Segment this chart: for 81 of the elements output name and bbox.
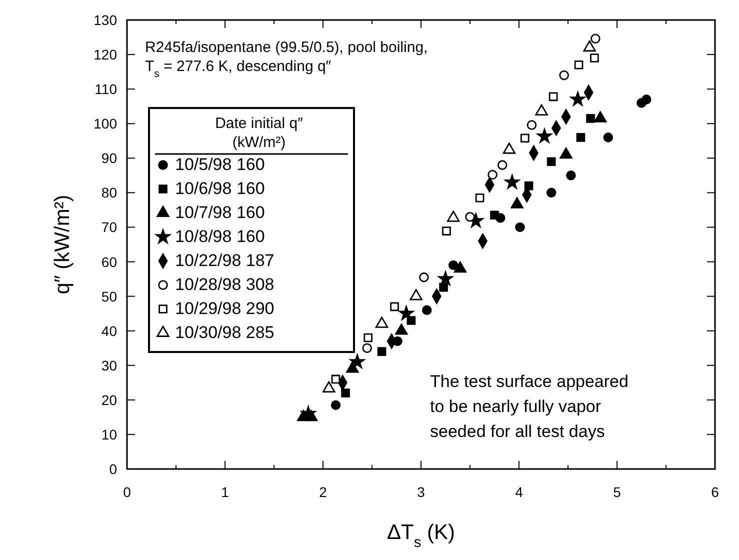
point bbox=[439, 282, 448, 292]
point bbox=[422, 305, 432, 315]
point bbox=[350, 354, 365, 368]
point bbox=[475, 193, 484, 202]
point bbox=[454, 261, 467, 273]
legend-label: 10/6/98 160 bbox=[175, 179, 265, 198]
point bbox=[548, 92, 558, 102]
point bbox=[375, 316, 388, 328]
annotation: The test surface appeared to be nearly fully vapor seeded for all test days bbox=[430, 372, 628, 441]
y-tick-label: 100 bbox=[94, 116, 118, 132]
point bbox=[410, 289, 422, 300]
point bbox=[559, 70, 569, 80]
point bbox=[497, 160, 508, 170]
legend-label: 10/28/98 308 bbox=[175, 275, 274, 294]
x-tick-label: 2 bbox=[319, 484, 328, 500]
point bbox=[546, 157, 556, 166]
legend-label: 10/30/98 285 bbox=[175, 323, 274, 342]
point bbox=[322, 381, 336, 392]
point bbox=[574, 60, 584, 70]
y-tick-label: 50 bbox=[101, 288, 118, 304]
point bbox=[448, 260, 458, 270]
y-axis-title: q″ (kW/m²) bbox=[51, 194, 74, 294]
y-tick-label: 10 bbox=[101, 426, 118, 442]
x-tick-label: 1 bbox=[221, 484, 230, 500]
point bbox=[331, 374, 340, 384]
point bbox=[590, 34, 600, 44]
point bbox=[546, 188, 556, 198]
y-tick-label: 40 bbox=[101, 322, 118, 339]
x-tick-label: 4 bbox=[515, 484, 524, 500]
legend-label: 10/8/98 160 bbox=[175, 227, 265, 246]
x-tick-label: 6 bbox=[711, 484, 720, 500]
x-tick-label: 0 bbox=[123, 484, 132, 500]
point bbox=[515, 222, 525, 232]
y-tick-label: 0 bbox=[109, 461, 118, 477]
y-tick-label: 90 bbox=[101, 150, 118, 166]
point bbox=[490, 210, 499, 220]
y-tick-label: 110 bbox=[94, 81, 118, 98]
point bbox=[377, 347, 386, 356]
point bbox=[502, 142, 516, 154]
point bbox=[395, 324, 408, 335]
x-tick-label: 5 bbox=[613, 484, 622, 500]
y-tick-label: 130 bbox=[94, 12, 118, 28]
point bbox=[300, 406, 316, 420]
point bbox=[537, 128, 552, 143]
point bbox=[364, 333, 372, 342]
x-axis-title: ΔT$_{s}$ (K) bbox=[386, 521, 456, 551]
point bbox=[586, 114, 595, 123]
legend-label: 10/22/98 187 bbox=[175, 251, 274, 270]
point bbox=[510, 197, 524, 208]
point bbox=[488, 170, 498, 180]
text: R245fa/isopentane (99.5/0.5), pool boiling, T$_{s}$ = 277.6 K, descending q″ bbox=[145, 39, 428, 80]
point bbox=[576, 133, 586, 142]
point bbox=[590, 54, 599, 62]
y-tick-label: 70 bbox=[101, 219, 118, 236]
point bbox=[520, 134, 530, 143]
point bbox=[504, 174, 520, 189]
point bbox=[330, 400, 341, 410]
point bbox=[642, 94, 652, 104]
legend-label: 10/29/98 290 bbox=[175, 299, 274, 318]
point bbox=[398, 306, 414, 320]
legend-label: 10/5/98 160 bbox=[175, 155, 265, 174]
legend-label: 10/7/98 160 bbox=[175, 203, 265, 222]
point bbox=[341, 388, 350, 398]
legend-title: Date initial q″ (kW/m²) bbox=[215, 115, 304, 151]
y-tick-label: 20 bbox=[101, 392, 118, 408]
point bbox=[438, 271, 453, 286]
point bbox=[362, 343, 372, 353]
point bbox=[566, 170, 576, 180]
point bbox=[603, 132, 614, 142]
point bbox=[526, 120, 537, 130]
point bbox=[390, 302, 399, 312]
point bbox=[442, 226, 451, 236]
y-tick-label: 80 bbox=[101, 184, 118, 201]
point bbox=[419, 272, 429, 282]
x-tick-label: 3 bbox=[417, 484, 426, 500]
y-tick-label: 60 bbox=[101, 254, 118, 270]
point bbox=[447, 210, 460, 222]
point bbox=[570, 92, 586, 106]
y-tick-label: 120 bbox=[94, 46, 118, 63]
point bbox=[465, 212, 475, 222]
y-tick-label: 30 bbox=[101, 357, 118, 374]
